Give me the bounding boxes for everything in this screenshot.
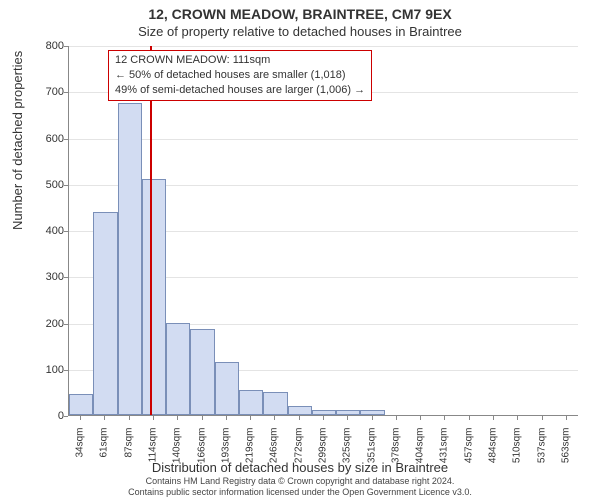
x-tick-mark [80, 416, 81, 420]
histogram-bar [336, 410, 360, 415]
y-tick-label: 800 [46, 40, 64, 52]
x-tick-mark [226, 416, 227, 420]
info-line-2: ← 50% of detached houses are smaller (1,… [115, 68, 365, 83]
histogram-bar [190, 329, 214, 415]
x-tick-mark [444, 416, 445, 420]
plot-area [68, 46, 578, 416]
y-tick-mark [64, 139, 68, 140]
x-tick-mark [299, 416, 300, 420]
x-tick-mark [177, 416, 178, 420]
gridline [69, 139, 578, 140]
footnote-line-1: Contains HM Land Registry data © Crown c… [146, 476, 455, 486]
histogram-bar [93, 212, 117, 416]
info-line-1: 12 CROWN MEADOW: 111sqm [115, 53, 365, 68]
histogram-bar [239, 390, 263, 415]
y-tick-label: 400 [46, 225, 64, 237]
y-tick-label: 100 [46, 364, 64, 376]
y-tick-mark [64, 92, 68, 93]
x-tick-mark [104, 416, 105, 420]
x-tick-mark [396, 416, 397, 420]
y-tick-label: 700 [46, 86, 64, 98]
x-tick-mark [347, 416, 348, 420]
chart-subtitle: Size of property relative to detached ho… [0, 24, 600, 39]
x-tick-mark [202, 416, 203, 420]
histogram-bar [166, 323, 190, 416]
x-tick-mark [129, 416, 130, 420]
x-tick-mark [469, 416, 470, 420]
y-tick-mark [64, 231, 68, 232]
x-tick-mark [517, 416, 518, 420]
x-tick-mark [493, 416, 494, 420]
x-tick-mark [566, 416, 567, 420]
x-axis-label: Distribution of detached houses by size … [0, 460, 600, 475]
y-axis-label: Number of detached properties [10, 51, 25, 230]
y-tick-label: 500 [46, 179, 64, 191]
histogram-bar [312, 410, 336, 415]
footnote: Contains HM Land Registry data © Crown c… [0, 476, 600, 498]
info-line-3: 49% of semi-detached houses are larger (… [115, 83, 365, 98]
x-tick-mark [323, 416, 324, 420]
y-tick-label: 200 [46, 318, 64, 330]
marker-info-box: 12 CROWN MEADOW: 111sqm ← 50% of detache… [108, 50, 372, 101]
x-tick-mark [372, 416, 373, 420]
y-tick-mark [64, 370, 68, 371]
y-tick-mark [64, 324, 68, 325]
histogram-bar [142, 179, 166, 415]
x-tick-mark [274, 416, 275, 420]
histogram-bar [360, 410, 384, 415]
y-tick-label: 600 [46, 133, 64, 145]
x-tick-mark [542, 416, 543, 420]
histogram-bar [288, 406, 312, 415]
x-tick-mark [153, 416, 154, 420]
x-tick-mark [250, 416, 251, 420]
y-tick-mark [64, 185, 68, 186]
histogram-bar [69, 394, 93, 415]
y-tick-label: 300 [46, 271, 64, 283]
gridline [69, 46, 578, 47]
property-marker-line [150, 46, 152, 415]
property-size-chart: 12, CROWN MEADOW, BRAINTREE, CM7 9EX Siz… [0, 0, 600, 500]
chart-title: 12, CROWN MEADOW, BRAINTREE, CM7 9EX [0, 6, 600, 22]
y-tick-mark [64, 46, 68, 47]
histogram-bar [263, 392, 287, 415]
histogram-bar [215, 362, 239, 415]
x-tick-mark [420, 416, 421, 420]
footnote-line-2: Contains public sector information licen… [128, 487, 472, 497]
histogram-bar [118, 103, 142, 415]
y-tick-mark [64, 277, 68, 278]
y-tick-mark [64, 416, 68, 417]
